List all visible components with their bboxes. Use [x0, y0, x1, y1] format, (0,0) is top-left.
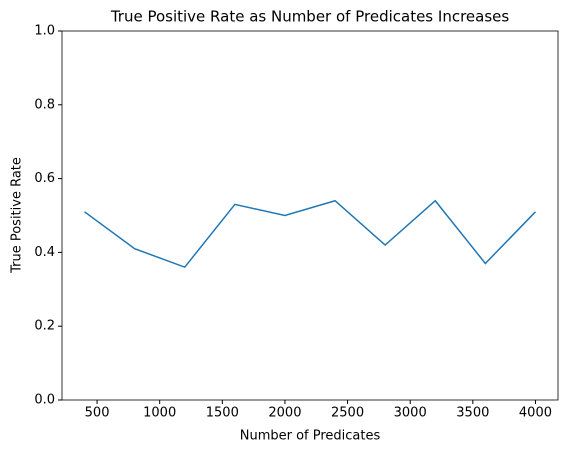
y-tick-label: 0.4 — [34, 245, 55, 260]
x-tick-label: 1500 — [206, 406, 239, 421]
y-tick-label: 0.2 — [34, 319, 55, 334]
x-tick-label: 500 — [85, 406, 110, 421]
data-line — [84, 199, 536, 269]
chart-title: True Positive Rate as Number of Predicat… — [110, 8, 510, 26]
x-tick-label: 4000 — [519, 406, 552, 421]
x-tick-label: 2500 — [331, 406, 364, 421]
x-axis-label: Number of Predicates — [240, 429, 381, 444]
x-tick-label: 3000 — [394, 406, 427, 421]
x-tick-label: 3500 — [456, 406, 489, 421]
y-tick-label: 0.8 — [34, 97, 55, 112]
x-tick-label: 2000 — [268, 406, 301, 421]
plot-frame — [61, 30, 559, 401]
y-tick-label: 1.0 — [34, 24, 55, 39]
y-tick-label: 0.0 — [34, 393, 55, 408]
x-tick-label: 1000 — [143, 406, 176, 421]
y-axis-label: True Positive Rate — [10, 157, 25, 274]
y-tick-label: 0.6 — [34, 171, 55, 186]
